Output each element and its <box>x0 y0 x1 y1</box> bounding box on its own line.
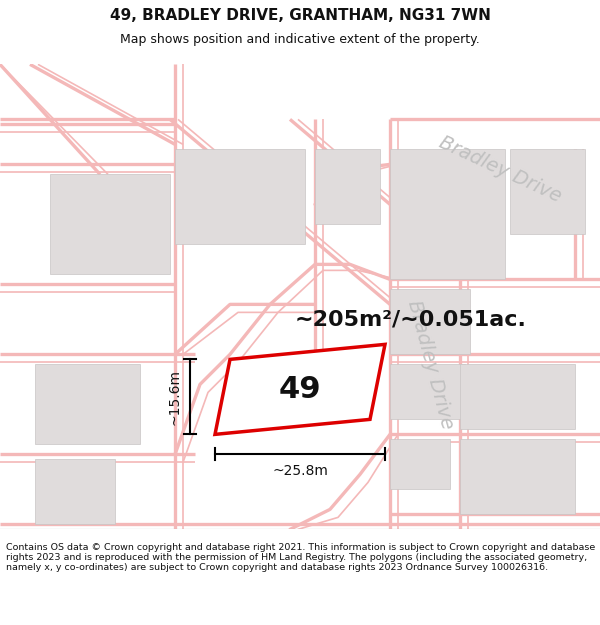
Text: Bradley Drive: Bradley Drive <box>436 132 564 206</box>
Bar <box>50 174 170 274</box>
Bar <box>390 289 470 354</box>
Text: 49: 49 <box>278 375 322 404</box>
Bar <box>460 364 575 429</box>
Bar <box>460 439 575 514</box>
Bar <box>35 364 140 444</box>
Bar <box>510 149 585 234</box>
Bar <box>35 459 115 524</box>
Text: Contains OS data © Crown copyright and database right 2021. This information is : Contains OS data © Crown copyright and d… <box>6 542 595 572</box>
Text: 49, BRADLEY DRIVE, GRANTHAM, NG31 7WN: 49, BRADLEY DRIVE, GRANTHAM, NG31 7WN <box>110 8 490 23</box>
Bar <box>315 149 380 224</box>
Polygon shape <box>215 344 385 434</box>
Text: Map shows position and indicative extent of the property.: Map shows position and indicative extent… <box>120 34 480 46</box>
Bar <box>175 149 305 244</box>
Text: ~25.8m: ~25.8m <box>272 464 328 478</box>
Bar <box>390 149 505 279</box>
Text: ~15.6m: ~15.6m <box>168 369 182 425</box>
Text: Bradley Drive: Bradley Drive <box>404 298 457 431</box>
Bar <box>390 364 465 419</box>
Bar <box>390 439 450 489</box>
Text: ~205m²/~0.051ac.: ~205m²/~0.051ac. <box>295 309 527 329</box>
